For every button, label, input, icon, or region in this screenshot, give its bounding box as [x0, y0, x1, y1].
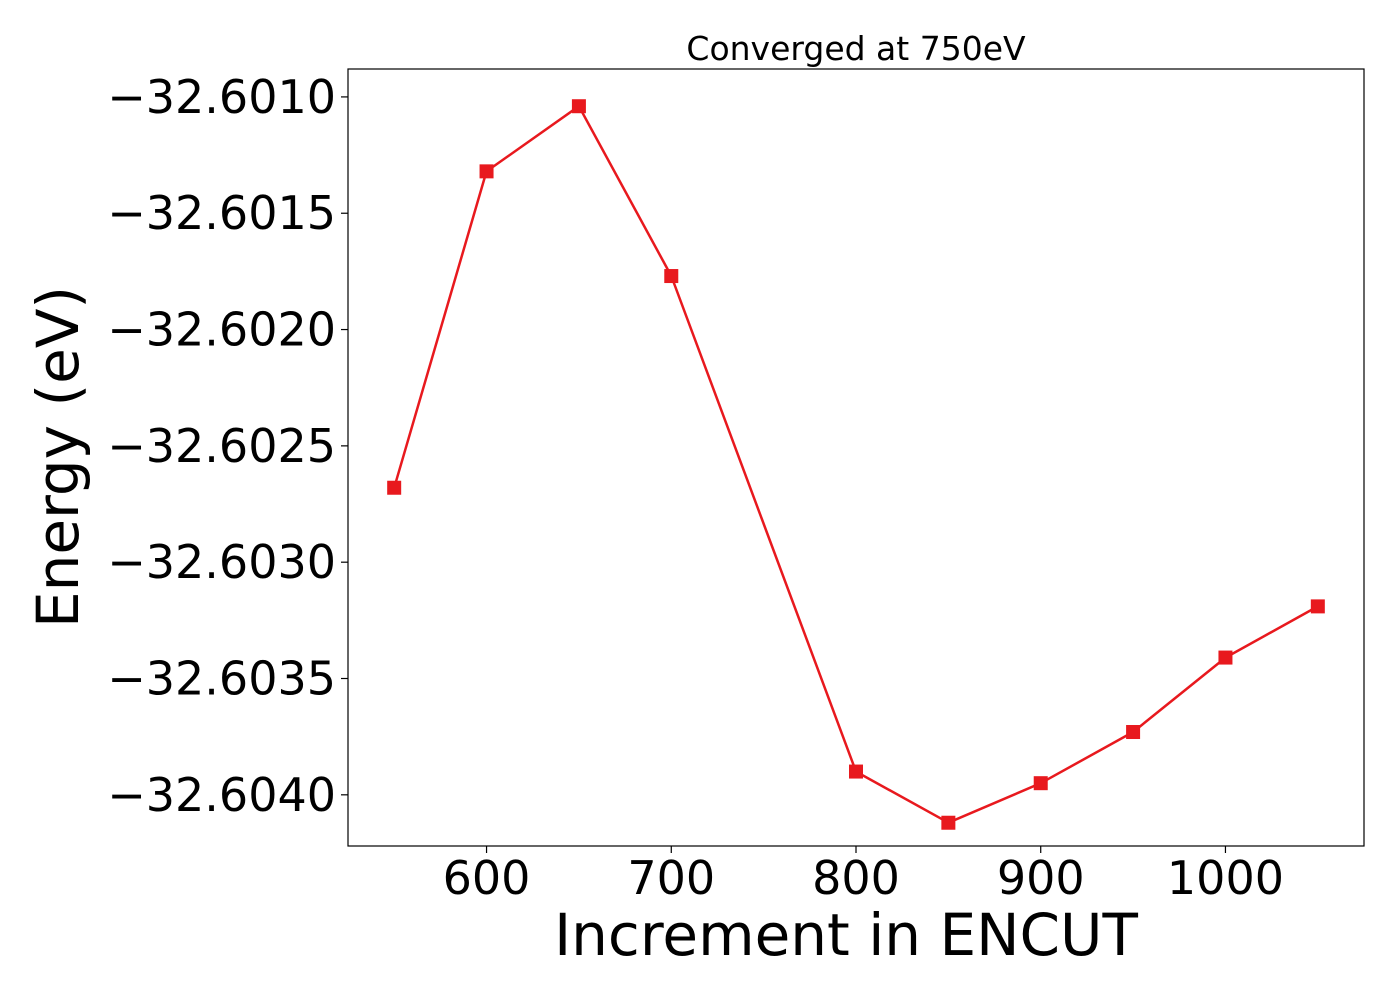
y-tick-label: −32.6015	[107, 186, 336, 240]
data-point-marker	[1033, 776, 1048, 791]
y-tick-label: −32.6025	[107, 419, 336, 473]
x-axis-label: Increment in ENCUT	[554, 901, 1138, 969]
data-point-marker	[387, 480, 402, 495]
data-point-marker	[849, 764, 863, 779]
plot-area: 600 700 800 900 1000 −32.6010 −32.6015 −32.6020…	[107, 68, 1365, 905]
y-tick-label: −32.6035	[107, 652, 336, 706]
y-tick-label: −32.6040	[107, 768, 336, 822]
chart-title: Converged at 750eV	[686, 29, 1026, 68]
x-tick-label: 900	[997, 851, 1085, 905]
data-point-marker	[479, 164, 494, 179]
data-point-marker	[1126, 725, 1141, 740]
data-point-marker	[1218, 650, 1233, 665]
data-point-marker	[941, 815, 956, 830]
data-point-marker	[664, 269, 679, 284]
x-tick-label: 1000	[1167, 851, 1284, 905]
y-tick-label: −32.6030	[107, 535, 336, 589]
data-point-marker	[571, 99, 586, 114]
x-tick-label: 600	[443, 851, 531, 905]
y-tick-label: −32.6020	[107, 303, 336, 357]
x-tick-label: 800	[812, 851, 900, 905]
series-line	[393, 104, 1319, 824]
y-axis-label: Energy (eV)	[24, 286, 92, 628]
data-point-marker	[1310, 599, 1325, 614]
x-tick-label: 700	[627, 851, 715, 905]
y-tick-label: −32.6010	[107, 70, 336, 124]
